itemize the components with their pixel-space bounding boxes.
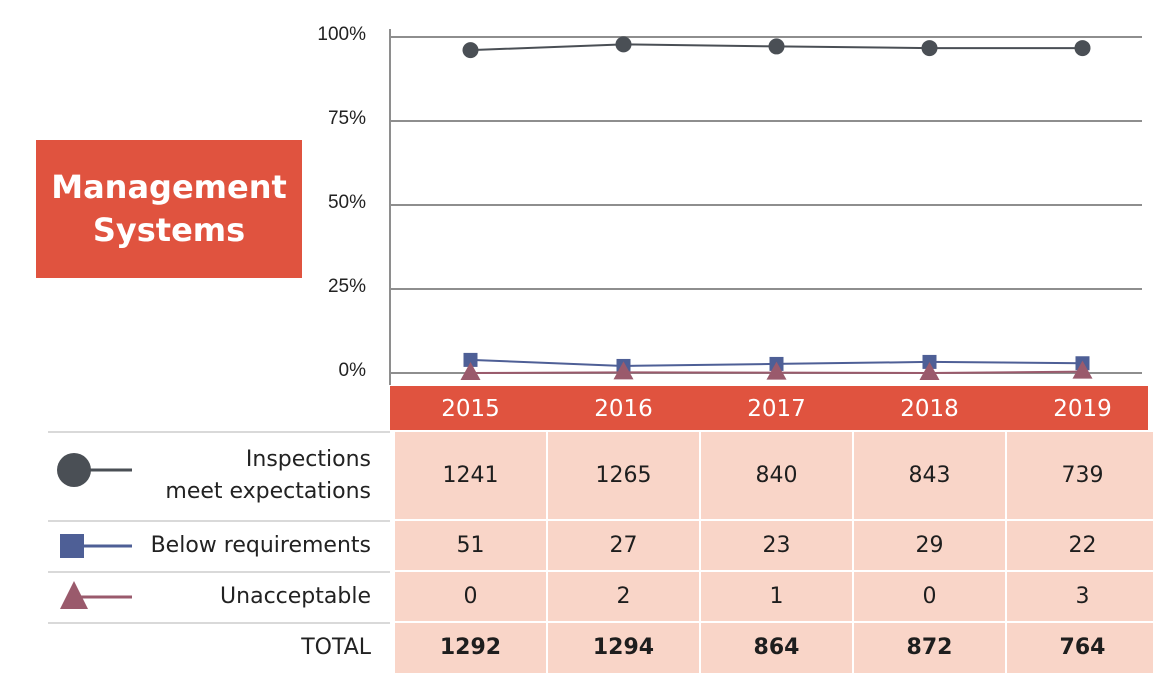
data-point [613,361,634,380]
data-point [766,361,787,380]
table-cell: 864 [701,623,852,673]
y-tick-label: 100% [317,24,366,45]
table-cell: 1292 [395,623,546,673]
triangle-marker-icon [60,580,132,609]
y-tick-label: 75% [327,108,366,129]
x-tick-label: 2019 [1053,396,1112,422]
table-cell: 1265 [548,432,699,519]
series-layer [460,36,1093,380]
row-label-line: Inspections [245,447,371,472]
table-separator [48,431,390,433]
data-point [919,362,940,380]
chart-title: Management Systems [51,168,287,249]
y-tick-label: 50% [327,192,366,213]
x-tick-label: 2018 [900,396,959,422]
table-cell: 1 [701,572,852,621]
data-point [463,352,478,367]
table-cell: 840 [701,432,852,519]
square-marker-icon [60,533,132,558]
row-label-line: meet expectations [165,479,371,504]
row-label: Unacceptable [220,583,371,609]
x-tick-label: 2016 [594,396,653,422]
y-tick-label: 0% [338,360,366,381]
gridlines [389,29,1142,385]
row-label: Inspections meet expectations [165,444,371,508]
row-label: Below requirements [150,532,371,558]
table-cell: 0 [395,572,546,621]
data-point [921,40,938,57]
chart-title-box: Management Systems [36,140,302,278]
table-separator [48,622,390,624]
table-cell: 872 [854,623,1005,673]
circle-marker-icon [57,452,132,487]
table-cell: 51 [395,521,546,570]
table-separator [48,571,390,573]
data-point [922,354,937,369]
table-cell: 739 [1007,432,1153,519]
data-point [462,42,479,59]
table-cell: 3 [1007,572,1153,621]
table-cell: 23 [701,521,852,570]
data-point [768,38,785,55]
data-point [1074,40,1091,57]
table-cell: 2 [548,572,699,621]
table-separator [48,520,390,522]
table-cell: 0 [854,572,1005,621]
year-header: 2015 2016 2017 2018 2019 [390,386,1148,430]
row-label: TOTAL [301,635,371,660]
data-point [460,362,481,380]
table-cell: 22 [1007,521,1153,570]
table-cell: 843 [854,432,1005,519]
table-cell: 29 [854,521,1005,570]
x-tick-label: 2017 [747,396,806,422]
table-cell: 27 [548,521,699,570]
y-tick-label: 25% [327,276,366,297]
data-point [1072,360,1093,379]
x-tick-label: 2015 [441,396,500,422]
data-point [615,36,632,53]
table-cell: 1294 [548,623,699,673]
table-cell: 1241 [395,432,546,519]
table-cell: 764 [1007,623,1153,673]
